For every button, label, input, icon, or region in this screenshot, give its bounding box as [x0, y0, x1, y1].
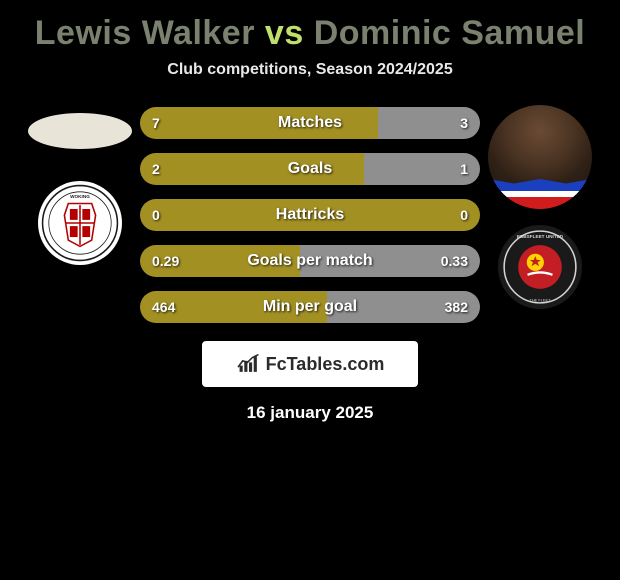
svg-text:EBBSFLEET UNITED: EBBSFLEET UNITED	[517, 234, 564, 239]
stat-row: Min per goal 464 382	[140, 291, 480, 323]
stat-value-left: 0.29	[152, 253, 179, 269]
comparison-card: Lewis Walker vs Dominic Samuel Club comp…	[0, 0, 620, 433]
right-column: EBBSFLEET UNITED THE FLEET	[480, 101, 600, 323]
stat-value-left: 2	[152, 161, 160, 177]
stat-value-left: 464	[152, 299, 175, 315]
title-player2: Dominic Samuel	[314, 14, 586, 52]
stat-value-right: 3	[460, 115, 468, 131]
subtitle: Club competitions, Season 2024/2025	[167, 61, 452, 79]
watermark-text: FcTables.com	[266, 354, 385, 375]
player1-club-badge: WOKING	[38, 181, 122, 265]
title-vs: vs	[265, 14, 304, 52]
svg-text:THE FLEET: THE FLEET	[530, 297, 552, 302]
stat-value-left: 0	[152, 207, 160, 223]
stats-block: WOKING Matches 7 3 Goals 2 1 Hattricks 0 0 Goals …	[0, 101, 620, 323]
stat-value-right: 0	[460, 207, 468, 223]
stat-label: Hattricks	[276, 206, 344, 224]
player1-photo	[28, 113, 132, 149]
left-column: WOKING	[20, 101, 140, 323]
svg-text:WOKING: WOKING	[70, 194, 90, 199]
stat-value-left: 7	[152, 115, 160, 131]
title-player1: Lewis Walker	[35, 14, 255, 52]
page-title: Lewis Walker vs Dominic Samuel	[35, 14, 585, 53]
stat-row: Matches 7 3	[140, 107, 480, 139]
stat-label: Goals per match	[247, 252, 372, 270]
stat-value-right: 0.33	[441, 253, 468, 269]
stat-row: Hattricks 0 0	[140, 199, 480, 231]
stat-row: Goals per match 0.29 0.33	[140, 245, 480, 277]
stat-row: Goals 2 1	[140, 153, 480, 185]
stat-label: Min per goal	[263, 298, 357, 316]
stat-label: Goals	[288, 160, 332, 178]
watermark: FcTables.com	[202, 341, 418, 387]
chart-bars-icon	[236, 353, 262, 375]
ebbsfleet-badge-icon: EBBSFLEET UNITED THE FLEET	[501, 228, 579, 306]
stat-value-right: 1	[460, 161, 468, 177]
player2-club-badge: EBBSFLEET UNITED THE FLEET	[498, 225, 582, 309]
stat-value-right: 382	[445, 299, 468, 315]
player2-photo	[488, 105, 592, 209]
stat-bar-left	[140, 107, 378, 139]
footer-date: 16 january 2025	[247, 403, 374, 423]
stat-label: Matches	[278, 114, 342, 132]
stat-bars: Matches 7 3 Goals 2 1 Hattricks 0 0 Goals per mat…	[140, 101, 480, 323]
woking-badge-icon: WOKING	[41, 184, 119, 262]
